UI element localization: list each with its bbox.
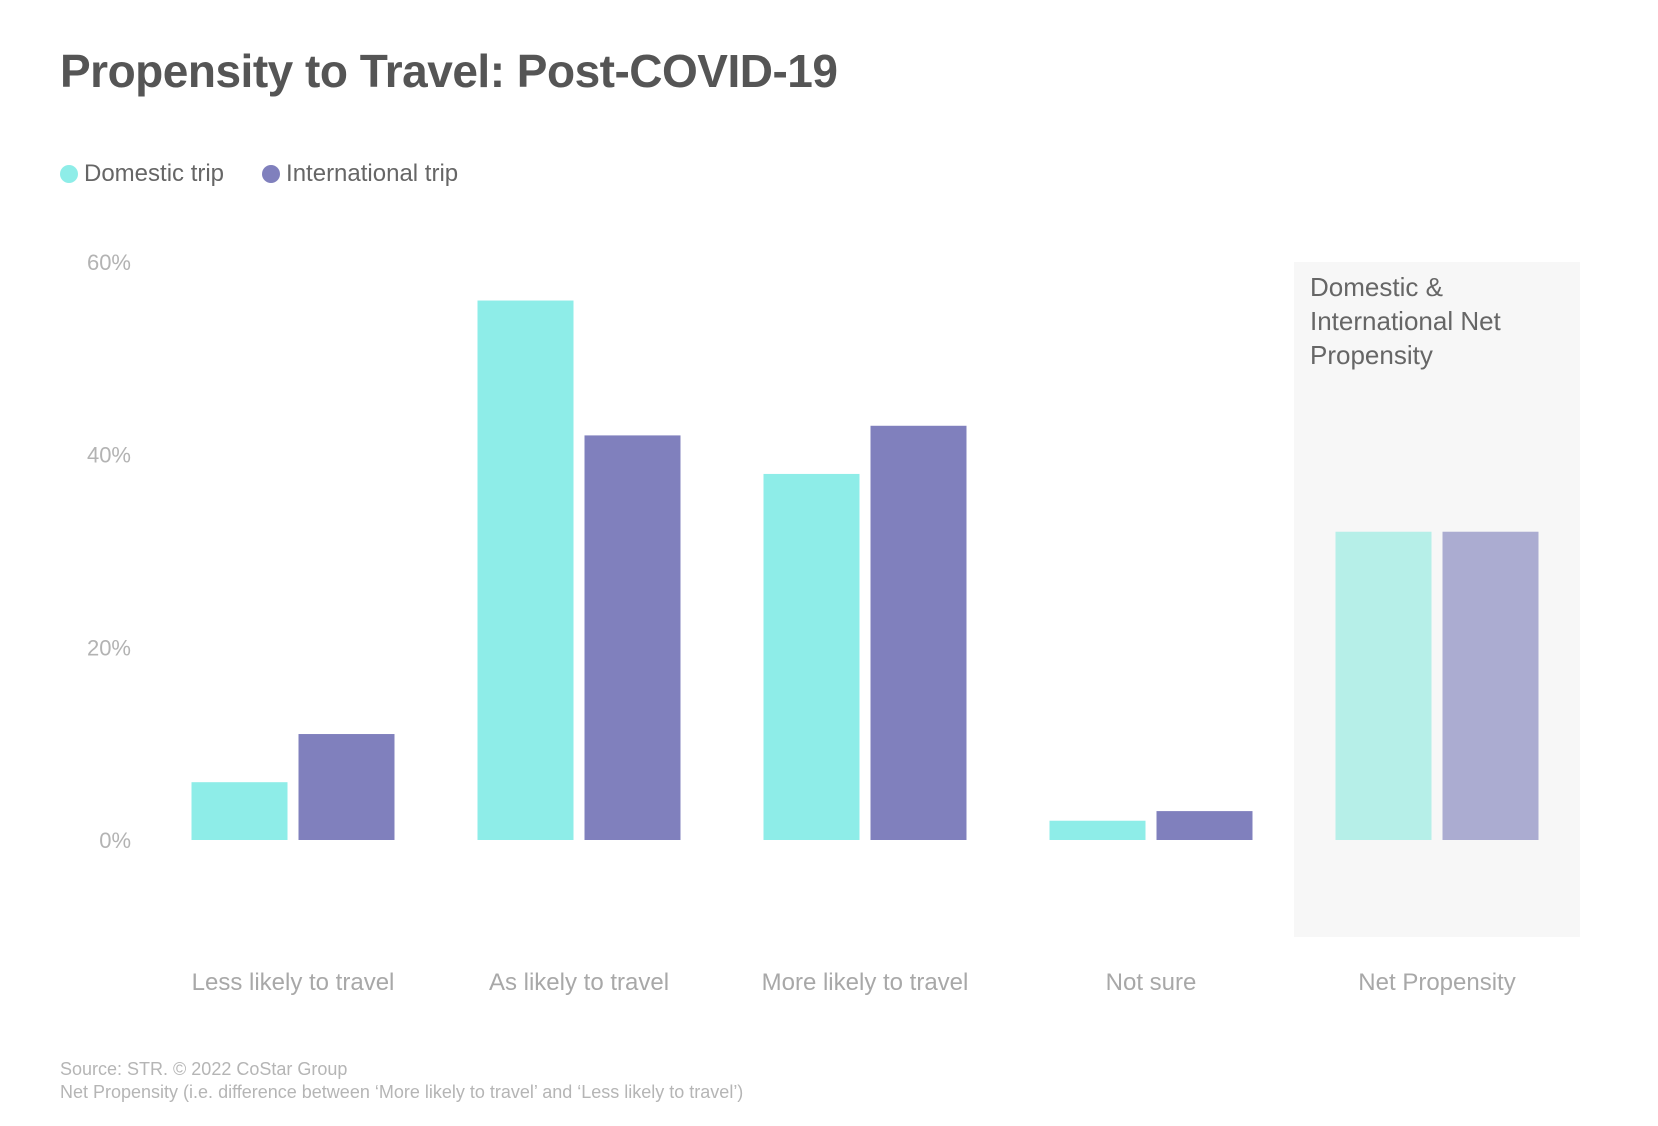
panel-label-line-3: Propensity bbox=[1310, 340, 1433, 370]
bar-chart: Domestic & International Net Propensity … bbox=[86, 250, 1539, 996]
bars bbox=[191, 300, 1539, 840]
bar-domestic-3[interactable] bbox=[1049, 820, 1146, 840]
y-tick-label: 40% bbox=[87, 443, 131, 468]
y-tick-label: 0% bbox=[99, 828, 131, 853]
panel-label-line-2: International Net bbox=[1310, 306, 1502, 336]
bar-domestic-4[interactable] bbox=[1335, 531, 1432, 840]
bar-international-4[interactable] bbox=[1442, 531, 1539, 840]
x-tick-label: Not sure bbox=[1106, 969, 1197, 996]
panel-label-line-1: Domestic & bbox=[1310, 272, 1443, 302]
bar-international-3[interactable] bbox=[1156, 811, 1253, 840]
bar-domestic-1[interactable] bbox=[477, 300, 574, 840]
legend-label-domestic: Domestic trip bbox=[84, 160, 225, 187]
chart-title: Propensity to Travel: Post-COVID-19 bbox=[60, 45, 838, 97]
x-tick-label: Net Propensity bbox=[1358, 969, 1515, 996]
y-tick-label: 20% bbox=[87, 635, 131, 660]
bar-international-0[interactable] bbox=[298, 734, 395, 840]
x-tick-label: Less likely to travel bbox=[192, 969, 395, 996]
x-axis: Less likely to travel As likely to travel… bbox=[192, 969, 1516, 996]
y-tick-label: 60% bbox=[87, 250, 131, 275]
source-line-1: Source: STR. © 2022 CoStar Group bbox=[60, 1059, 348, 1079]
source-line-2: Net Propensity (i.e. difference between … bbox=[60, 1082, 744, 1102]
bar-domestic-0[interactable] bbox=[191, 782, 288, 840]
legend-item-domestic[interactable]: Domestic trip bbox=[60, 160, 224, 188]
x-tick-label: As likely to travel bbox=[489, 969, 669, 996]
legend: Domestic trip International trip bbox=[60, 160, 496, 188]
legend-item-international[interactable]: International trip bbox=[262, 160, 458, 188]
bar-international-2[interactable] bbox=[870, 425, 967, 840]
bar-international-1[interactable] bbox=[584, 435, 681, 840]
x-tick-label: More likely to travel bbox=[762, 969, 969, 996]
y-axis: 0% 20% 40% 60% bbox=[87, 250, 131, 853]
bar-domestic-2[interactable] bbox=[763, 473, 860, 840]
legend-swatch-international bbox=[262, 165, 281, 183]
legend-label-international: International trip bbox=[286, 160, 459, 187]
legend-swatch-domestic bbox=[60, 165, 78, 183]
source-note: Source: STR. © 2022 CoStar Group Net Pro… bbox=[60, 1058, 743, 1104]
